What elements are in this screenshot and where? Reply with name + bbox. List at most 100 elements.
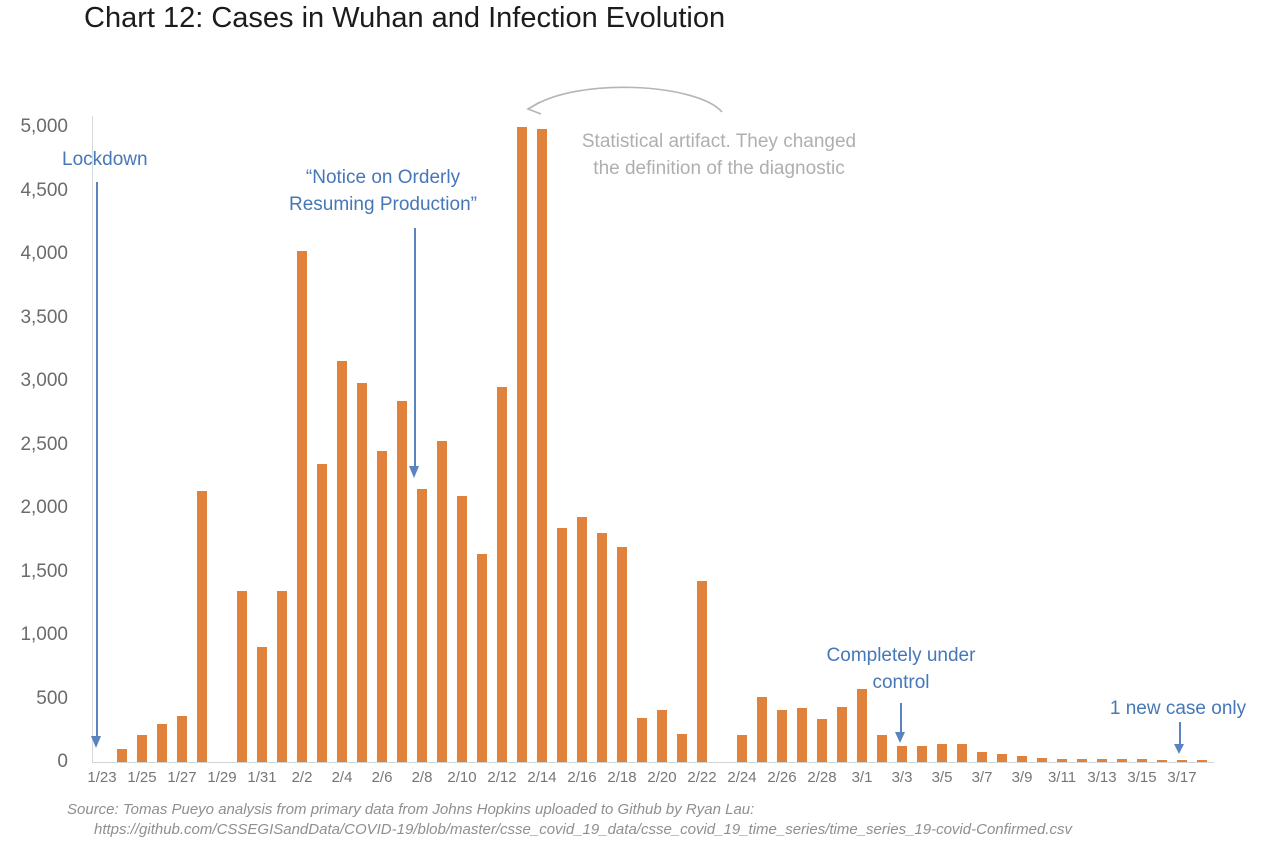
annotation-notice-line1: “Notice on Orderly bbox=[305, 167, 461, 188]
bar-3/4 bbox=[917, 746, 927, 762]
x-tick-3/17: 3/17 bbox=[1167, 769, 1197, 786]
x-tick-3/9: 3/9 bbox=[1011, 769, 1033, 786]
onecase-arrow bbox=[1179, 722, 1181, 744]
x-tick-2/18: 2/18 bbox=[607, 769, 637, 786]
bar-2/10 bbox=[457, 495, 467, 762]
y-tick-0: 0 bbox=[57, 751, 68, 772]
annotation-control: Completely under control bbox=[806, 642, 996, 696]
bar-2/26 bbox=[777, 709, 787, 762]
x-tick-2/12: 2/12 bbox=[487, 769, 517, 786]
y-tick-3,500: 3,500 bbox=[20, 306, 68, 328]
annotation-onecase-text: 1 new case only bbox=[1109, 698, 1247, 719]
x-axis-line bbox=[92, 762, 1214, 763]
bar-3/6 bbox=[957, 744, 967, 762]
bar-3/14 bbox=[1117, 759, 1127, 762]
x-tick-2/26: 2/26 bbox=[767, 769, 797, 786]
bar-2/8 bbox=[417, 489, 427, 762]
x-tick-1/31: 1/31 bbox=[247, 769, 277, 786]
annotation-notice: “Notice on Orderly Resuming Production” bbox=[266, 164, 500, 218]
bar-1/25 bbox=[137, 735, 147, 762]
x-tick-3/7: 3/7 bbox=[971, 769, 993, 786]
annotation-onecase: 1 new case only bbox=[1096, 695, 1260, 722]
bar-2/3 bbox=[317, 464, 327, 762]
lockdown-arrowhead-icon bbox=[91, 736, 101, 748]
bar-3/15 bbox=[1137, 759, 1147, 762]
annotation-artifact-line1: Statistical artifact. They changed bbox=[581, 131, 857, 152]
lockdown-arrow bbox=[96, 182, 98, 736]
control-arrowhead-icon bbox=[895, 732, 905, 743]
x-tick-2/14: 2/14 bbox=[527, 769, 557, 786]
y-tick-500: 500 bbox=[36, 687, 68, 709]
bar-1/24 bbox=[117, 748, 127, 762]
source-line-1: Source: Tomas Pueyo analysis from primar… bbox=[67, 801, 755, 818]
annotation-artifact: Statistical artifact. They changed the d… bbox=[573, 128, 865, 182]
notice-arrowhead-icon bbox=[409, 466, 419, 478]
y-axis-line bbox=[92, 116, 93, 762]
y-tick-2,500: 2,500 bbox=[20, 433, 68, 455]
bar-1/28 bbox=[197, 491, 207, 762]
annotation-artifact-line2: the definition of the diagnostic bbox=[593, 158, 845, 179]
bar-2/17 bbox=[597, 532, 607, 762]
bar-1/30 bbox=[237, 590, 247, 762]
x-tick-1/29: 1/29 bbox=[207, 769, 237, 786]
x-tick-1/27: 1/27 bbox=[167, 769, 197, 786]
x-tick-1/23: 1/23 bbox=[87, 769, 117, 786]
artifact-curved-arrow-icon bbox=[526, 86, 723, 115]
x-tick-3/13: 3/13 bbox=[1087, 769, 1117, 786]
bar-3/11 bbox=[1057, 758, 1067, 762]
bar-2/1 bbox=[277, 590, 287, 762]
bar-2/19 bbox=[637, 717, 647, 762]
bar-2/7 bbox=[397, 401, 407, 762]
bar-1/26 bbox=[157, 724, 167, 762]
annotation-lockdown: Lockdown bbox=[62, 146, 148, 173]
x-tick-2/2: 2/2 bbox=[291, 769, 313, 786]
bar-2/21 bbox=[677, 734, 687, 762]
y-tick-1,500: 1,500 bbox=[20, 560, 68, 582]
bar-1/27 bbox=[177, 715, 187, 762]
bar-2/4 bbox=[337, 361, 347, 762]
x-tick-2/22: 2/22 bbox=[687, 769, 717, 786]
y-tick-5,000: 5,000 bbox=[20, 116, 68, 137]
bar-2/28 bbox=[817, 719, 827, 762]
bar-3/17 bbox=[1177, 760, 1187, 762]
bar-3/12 bbox=[1077, 759, 1087, 762]
bar-2/12 bbox=[497, 387, 507, 762]
x-tick-2/4: 2/4 bbox=[331, 769, 353, 786]
bar-3/5 bbox=[937, 743, 947, 762]
bar-2/6 bbox=[377, 451, 387, 762]
x-tick-2/6: 2/6 bbox=[371, 769, 393, 786]
chart-title: Chart 12: Cases in Wuhan and Infection E… bbox=[84, 2, 726, 34]
bar-3/1 bbox=[857, 688, 867, 762]
bar-3/18 bbox=[1197, 760, 1207, 762]
x-tick-3/15: 3/15 bbox=[1127, 769, 1157, 786]
y-tick-4,000: 4,000 bbox=[20, 243, 68, 264]
bar-3/2 bbox=[877, 735, 887, 762]
bar-2/16 bbox=[577, 516, 587, 762]
y-tick-3,000: 3,000 bbox=[20, 370, 68, 391]
bar-2/13 bbox=[517, 127, 527, 762]
y-tick-4,500: 4,500 bbox=[20, 179, 68, 201]
bar-2/29 bbox=[837, 707, 847, 762]
control-arrow bbox=[900, 703, 902, 732]
bar-2/20 bbox=[657, 709, 667, 762]
x-tick-2/8: 2/8 bbox=[411, 769, 433, 786]
bar-1/31 bbox=[257, 647, 267, 762]
x-tick-2/24: 2/24 bbox=[727, 769, 757, 786]
bar-2/11 bbox=[477, 553, 487, 762]
y-tick-2,000: 2,000 bbox=[20, 497, 68, 518]
bar-2/18 bbox=[617, 547, 627, 762]
source-line-2: https://github.com/CSSEGISandData/COVID-… bbox=[94, 821, 1072, 838]
bar-2/22 bbox=[697, 581, 707, 762]
bar-2/2 bbox=[297, 250, 307, 762]
plot-area bbox=[92, 127, 1212, 762]
bar-2/9 bbox=[437, 440, 447, 762]
x-tick-1/25: 1/25 bbox=[127, 769, 157, 786]
annotation-control-line1: Completely under bbox=[826, 645, 976, 666]
x-tick-3/1: 3/1 bbox=[851, 769, 873, 786]
bar-2/5 bbox=[357, 382, 367, 762]
annotation-lockdown-text: Lockdown bbox=[62, 149, 148, 170]
y-tick-1,000: 1,000 bbox=[20, 624, 68, 645]
x-tick-2/20: 2/20 bbox=[647, 769, 677, 786]
x-tick-3/3: 3/3 bbox=[891, 769, 913, 786]
